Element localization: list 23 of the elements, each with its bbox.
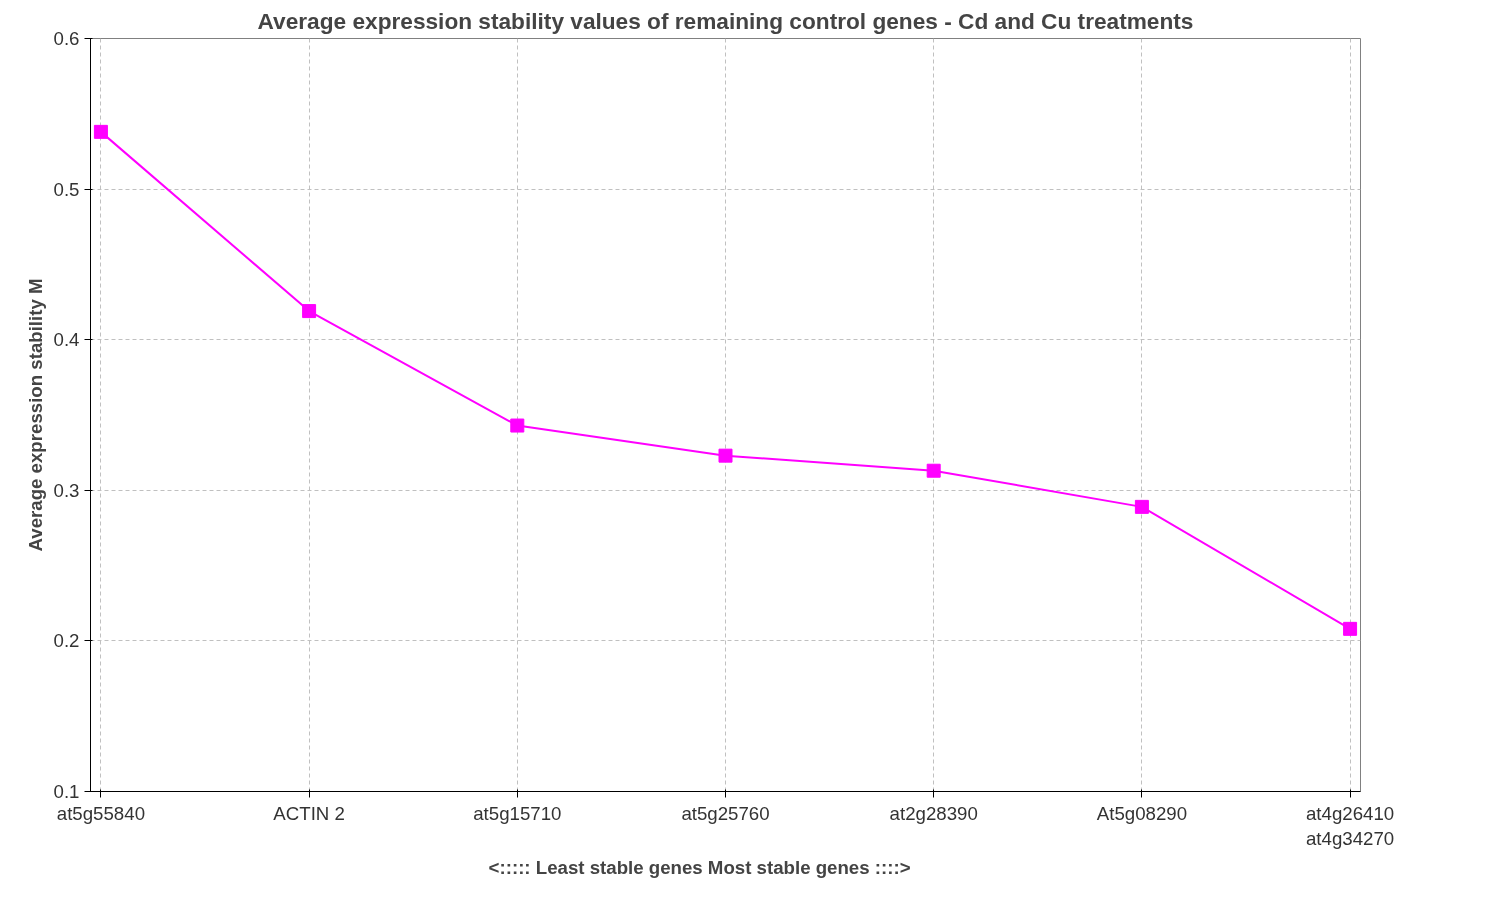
y-axis-title: Average expression stability M — [24, 278, 46, 552]
point — [93, 124, 108, 139]
x-tick-label: at5g55840 — [56, 802, 146, 824]
x-axis-title: <::::: Least stable genes Most stable genes ::::> — [488, 856, 911, 878]
point — [302, 304, 317, 319]
y-tick-label: 0.5 — [53, 178, 80, 200]
x-tick-label: at4g26410 at4g34270 — [1306, 802, 1395, 849]
y-tick-label: 0.3 — [53, 479, 80, 501]
point — [718, 448, 733, 463]
y-tick-label: 0.1 — [53, 781, 80, 802]
x-tick-label: ACTIN 2 — [273, 802, 345, 824]
y-tick-label: 0.6 — [53, 28, 80, 49]
point — [926, 463, 941, 478]
y-tick-label: 0.2 — [53, 630, 80, 652]
x-tick-label: at5g25760 — [681, 802, 770, 824]
x-tick-label: At5g08290 — [1096, 802, 1188, 824]
y-tick-label: 0.4 — [53, 329, 80, 351]
point — [1343, 621, 1358, 636]
point — [510, 418, 525, 433]
point — [1134, 499, 1149, 514]
x-tick-label: at2g28390 — [889, 802, 978, 824]
x-tick-label: at5g15710 — [473, 802, 562, 824]
chart-title: Average expression stability values of remaining control genes - Cd and Cu treatments — [257, 7, 1194, 34]
